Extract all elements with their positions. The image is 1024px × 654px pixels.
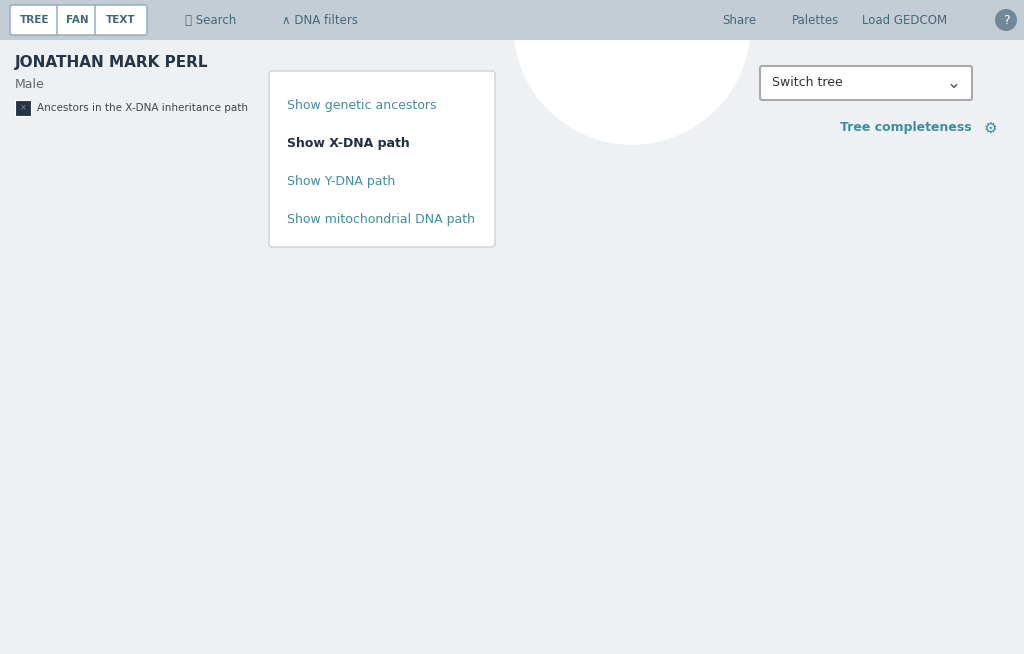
Text: Show Y-DNA path: Show Y-DNA path: [287, 175, 395, 188]
Text: ×: ×: [940, 0, 946, 2]
Text: JONATHAN MARK PERL: JONATHAN MARK PERL: [15, 54, 209, 69]
Wedge shape: [924, 0, 1014, 26]
Text: ×: ×: [812, 7, 818, 13]
FancyBboxPatch shape: [269, 71, 495, 247]
Text: ×: ×: [877, 1, 882, 7]
Text: ⌄: ⌄: [946, 74, 961, 92]
Text: ⌕ Search: ⌕ Search: [185, 14, 237, 27]
Text: Palettes: Palettes: [792, 14, 840, 27]
Wedge shape: [250, 0, 340, 26]
Wedge shape: [382, 0, 632, 26]
Wedge shape: [449, 0, 816, 26]
Text: Ancestors in the X-DNA inheritance path: Ancestors in the X-DNA inheritance path: [37, 103, 248, 113]
Text: ×: ×: [19, 103, 27, 112]
Bar: [15, 100, 31, 116]
Text: Tree completeness: Tree completeness: [840, 122, 972, 135]
Text: TEXT: TEXT: [106, 15, 136, 25]
Text: ∧ DNA filters: ∧ DNA filters: [282, 14, 358, 27]
Text: ×: ×: [834, 5, 840, 11]
Wedge shape: [184, 0, 257, 26]
Circle shape: [995, 9, 1017, 31]
Text: ×: ×: [897, 0, 903, 5]
Wedge shape: [632, 0, 882, 26]
Text: TREE: TREE: [19, 15, 49, 25]
Text: Load GEDCOM: Load GEDCOM: [862, 14, 947, 27]
Text: ×: ×: [919, 0, 925, 4]
Text: FAN: FAN: [66, 15, 88, 25]
Wedge shape: [809, 0, 948, 26]
FancyBboxPatch shape: [10, 5, 59, 35]
Text: Switch tree: Switch tree: [772, 77, 843, 90]
Text: ×: ×: [855, 3, 861, 9]
Wedge shape: [1007, 0, 1024, 26]
Text: Share: Share: [722, 14, 756, 27]
Wedge shape: [52, 0, 119, 26]
Wedge shape: [316, 0, 456, 26]
Wedge shape: [118, 0, 186, 26]
Text: ?: ?: [1002, 14, 1010, 27]
Text: ⚙: ⚙: [984, 120, 997, 135]
Wedge shape: [52, 0, 121, 1]
Bar: [0, 0, 1024, 40]
Text: Show mitochondrial DNA path: Show mitochondrial DNA path: [287, 213, 475, 226]
Text: Show genetic ancestors: Show genetic ancestors: [287, 99, 436, 112]
Circle shape: [514, 0, 750, 144]
Text: Male: Male: [15, 78, 45, 90]
FancyBboxPatch shape: [760, 66, 972, 100]
FancyBboxPatch shape: [57, 5, 97, 35]
Text: Show X-DNA path: Show X-DNA path: [287, 137, 410, 150]
FancyBboxPatch shape: [95, 5, 147, 35]
